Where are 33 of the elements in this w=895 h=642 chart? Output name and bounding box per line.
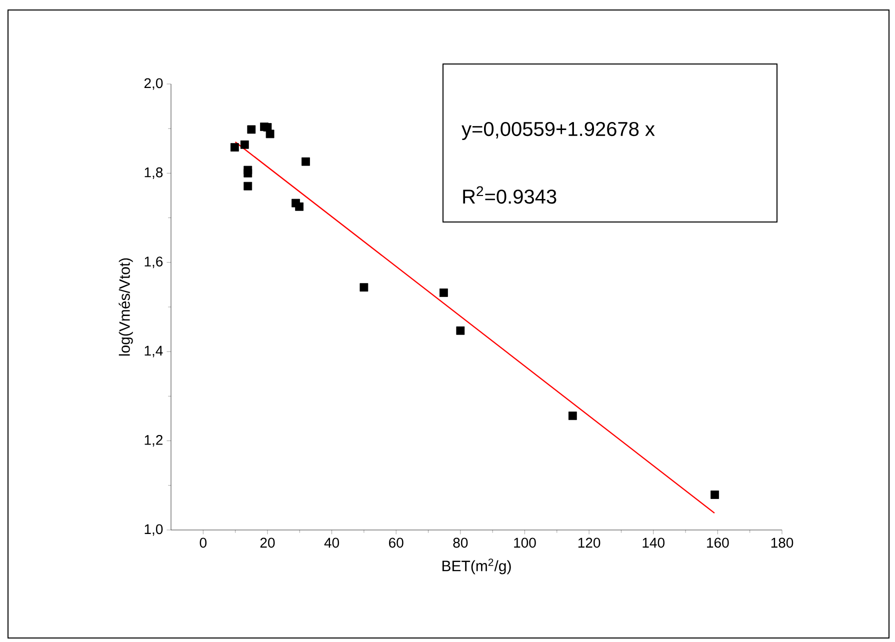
annotation: y=0,00559+1.92678 x [462,122,655,140]
x-tick-label: 180 [771,538,794,548]
point [360,283,368,292]
x-tick-label: 0 [200,538,207,548]
y-tick-label: 2,0 [144,78,163,90]
point [244,168,252,178]
x-tick-label: 160 [707,538,729,548]
x-tick-label: 120 [578,538,600,548]
x-tick-label: 100 [514,538,536,548]
point [440,288,448,297]
point [302,157,310,166]
point [568,412,577,420]
point [456,326,465,335]
x-tick-label: 20 [260,538,275,548]
point [230,143,239,152]
y-tick-label: 1,2 [144,434,163,447]
point [244,182,252,190]
point [710,490,719,499]
point [295,202,304,211]
y-axis-title: log(Vmés/Vtot) [118,258,133,356]
x-tick-label: 60 [389,538,404,548]
x-tick-label: 140 [642,538,665,548]
x-tick-label: 80 [453,538,468,548]
point [240,140,249,149]
y-tick-label: 1,6 [144,256,163,268]
y-tick-label: 1,4 [144,346,163,358]
point [247,125,256,134]
x-axis-title: BET(m$^{2}$/g) [442,558,511,574]
y-tick-label: 1,0 [144,524,163,536]
x-tick-label: 40 [324,538,340,548]
y-tick-label: 1,8 [144,167,163,179]
annotation: R$^{2}$=0.9343 [463,186,556,204]
point [266,130,274,138]
